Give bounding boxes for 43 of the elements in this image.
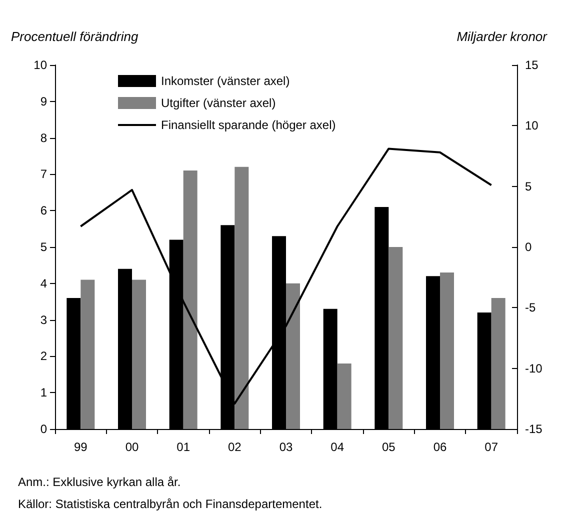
bar [132,280,146,429]
x-tick-label: 03 [279,440,293,454]
legend-label: Inkomster (vänster axel) [161,74,290,88]
bar [80,280,95,429]
y-tick-label: 7 [40,167,48,182]
bar [234,166,249,429]
y-tick-label: 9 [40,94,48,108]
y2-tick-label: 0 [525,240,532,254]
y-tick-label: 5 [40,240,48,254]
bar [337,363,352,429]
x-tick-label: 04 [330,440,344,454]
y2-tick-label: 15 [525,58,539,72]
y-tick-label: 1 [40,386,48,400]
y-axis-title: Procentuell förändring [11,29,139,44]
y-tick-label: 6 [40,204,48,218]
y2-tick-label: -10 [525,361,543,376]
y2-tick-label: 10 [525,118,539,133]
text: Källor: Statistiska centralbyrån och Finansdepartementet. [18,497,322,511]
x-tick-label: 99 [74,440,88,454]
x-tick-label: 07 [484,440,498,454]
bar [183,170,198,429]
x-tick-label: 00 [125,440,139,454]
bar [440,272,454,429]
y2-axis-title: Miljarder kronor [456,29,548,44]
x-tick-label: 05 [382,440,396,454]
y2-tick-label: -5 [525,300,536,315]
bar [491,298,506,429]
legend-label: Finansiellt sparande (höger axel) [161,118,336,132]
y-tick-label: 4 [40,276,48,290]
x-tick-label: 01 [176,440,190,454]
y2-tick-label: -15 [525,422,543,436]
y-tick-label: 3 [40,312,48,327]
y-tick-label: 8 [40,130,48,145]
x-tick-label: 02 [228,440,242,454]
legend-label: Utgifter (vänster axel) [161,96,276,110]
y2-tick-label: 5 [525,179,532,194]
bar [388,247,403,429]
x-tick-label: 06 [433,440,447,454]
y-tick-label: 10 [34,58,48,72]
bar [286,283,300,429]
text: Anm.: Exklusive kyrkan alla år. [18,475,181,489]
y-tick-label: 2 [40,349,48,364]
y-tick-label: 0 [40,422,48,436]
